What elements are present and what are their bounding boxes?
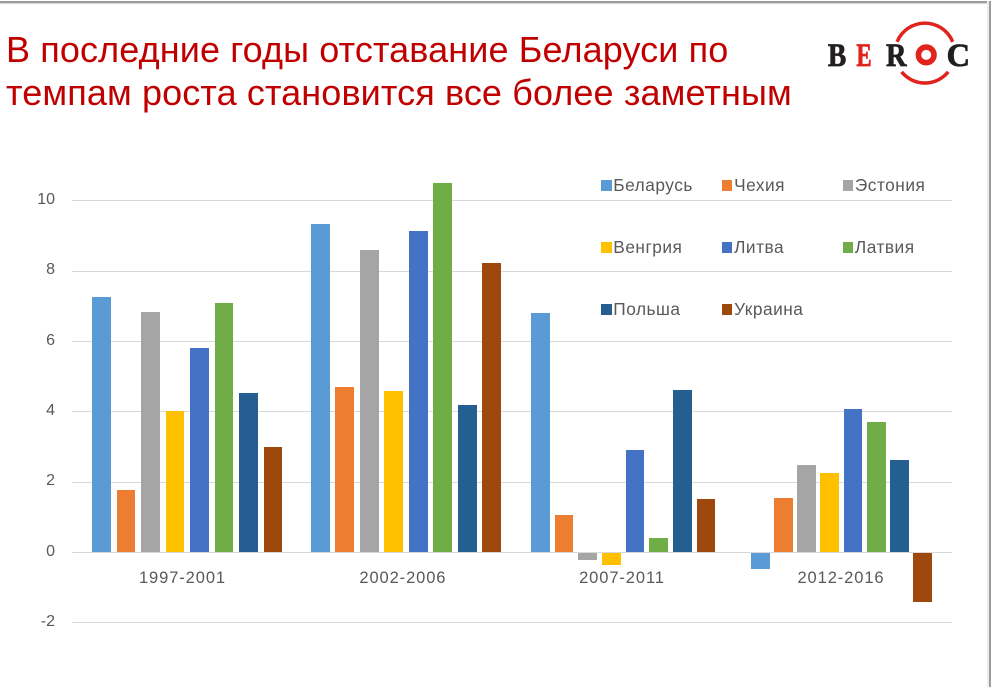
svg-text:E: E [856, 38, 871, 74]
svg-text:C: C [947, 38, 970, 74]
svg-text:R: R [886, 38, 907, 74]
svg-text:B: B [828, 38, 846, 74]
